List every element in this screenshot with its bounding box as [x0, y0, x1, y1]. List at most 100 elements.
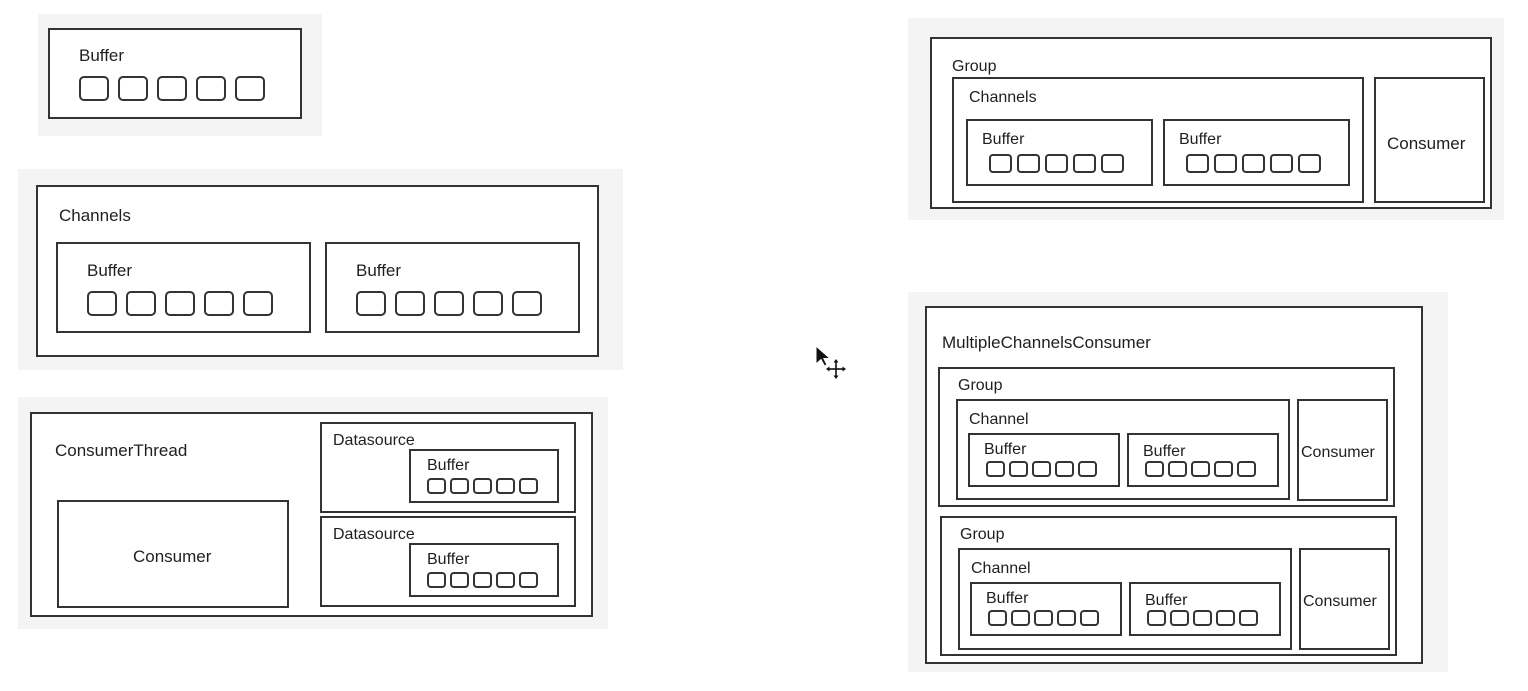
- multiple-channels-consumer-box: MultipleChannelsConsumer Group Channel B…: [925, 306, 1423, 664]
- buffer-slot: [1057, 610, 1076, 626]
- multiple-channels-consumer-label: MultipleChannelsConsumer: [942, 333, 1151, 352]
- group-label: Group: [960, 526, 1005, 543]
- channels-box: Channels Buffer Buffer: [36, 185, 599, 357]
- datasource-box: Datasource Buffer: [320, 422, 576, 513]
- group-diagram: Group Channels Buffer Buffer: [908, 18, 1504, 220]
- buffer-slot: [395, 291, 425, 316]
- buffer-label: Buffer: [1145, 592, 1188, 609]
- buffer-slot: [427, 478, 446, 494]
- buffer-slot: [988, 610, 1007, 626]
- buffer-slot: [1017, 154, 1040, 173]
- buffer-label: Buffer: [427, 551, 470, 568]
- buffer-box: Buffer: [325, 242, 580, 333]
- consumer-label: Consumer: [1303, 593, 1377, 610]
- buffer-slot: [157, 76, 187, 101]
- channel-box: Channel Buffer Buffer: [958, 548, 1292, 650]
- channels-label: Channels: [969, 89, 1037, 106]
- consumer-box: Consumer: [1297, 399, 1388, 501]
- buffer-slot: [1032, 461, 1051, 477]
- buffer-slot: [1214, 461, 1233, 477]
- buffer-slots: [1186, 154, 1321, 173]
- group-label: Group: [952, 58, 997, 75]
- buffer-label: Buffer: [986, 590, 1029, 607]
- buffer-slot: [126, 291, 156, 316]
- buffer-slot: [196, 76, 226, 101]
- buffer-slot: [450, 572, 469, 588]
- buffer-slot: [1145, 461, 1164, 477]
- buffer-slot: [1186, 154, 1209, 173]
- buffer-box: Buffer: [409, 449, 559, 503]
- buffer-slot: [496, 478, 515, 494]
- buffer-slot: [1011, 610, 1030, 626]
- buffer-slot: [1242, 154, 1265, 173]
- buffer-slot: [989, 154, 1012, 173]
- buffer-slot: [1055, 461, 1074, 477]
- buffer-label: Buffer: [982, 131, 1025, 148]
- buffer-slot: [1034, 610, 1053, 626]
- buffer-label: Buffer: [87, 261, 133, 280]
- buffer-slots: [427, 478, 538, 494]
- consumer-box: Consumer: [1374, 77, 1485, 203]
- datasource-label: Datasource: [333, 432, 415, 449]
- buffer-slot: [1216, 610, 1235, 626]
- buffer-slot: [1191, 461, 1210, 477]
- buffer-box: Buffer: [48, 28, 302, 119]
- buffer-slots: [427, 572, 538, 588]
- buffer-slot: [1045, 154, 1068, 173]
- buffer-label: Buffer: [1143, 443, 1186, 460]
- multiple-channels-consumer-diagram: MultipleChannelsConsumer Group Channel B…: [908, 292, 1448, 672]
- buffer-slot: [1214, 154, 1237, 173]
- buffer-slot: [235, 76, 265, 101]
- buffer-slot: [1168, 461, 1187, 477]
- buffer-slot: [427, 572, 446, 588]
- datasource-label: Datasource: [333, 526, 415, 543]
- buffer-label: Buffer: [1179, 131, 1222, 148]
- buffer-slots: [1145, 461, 1256, 477]
- buffer-slot: [356, 291, 386, 316]
- buffer-label: Buffer: [984, 441, 1027, 458]
- group-box: Group Channel Buffer Buffer: [938, 367, 1395, 507]
- buffer-slot: [473, 572, 492, 588]
- buffer-slot: [1239, 610, 1258, 626]
- buffer-box: Buffer: [409, 543, 559, 597]
- buffer-slot: [1078, 461, 1097, 477]
- buffer-slot: [87, 291, 117, 316]
- buffer-slots: [356, 291, 542, 316]
- buffer-box: Buffer: [1129, 582, 1281, 636]
- buffer-slot: [79, 76, 109, 101]
- datasource-box: Datasource Buffer: [320, 516, 576, 607]
- channel-box: Channel Buffer Buffer: [956, 399, 1290, 500]
- buffer-slot: [1080, 610, 1099, 626]
- consumer-label: Consumer: [1301, 444, 1375, 461]
- buffer-slot: [1298, 154, 1321, 173]
- buffer-slot: [473, 291, 503, 316]
- buffer-slot: [1170, 610, 1189, 626]
- buffer-slot: [118, 76, 148, 101]
- buffer-slot: [1147, 610, 1166, 626]
- buffer-slot: [165, 291, 195, 316]
- buffer-slot: [496, 572, 515, 588]
- buffer-slot: [519, 572, 538, 588]
- consumer-box: Consumer: [57, 500, 289, 608]
- buffer-box: Buffer: [968, 433, 1120, 487]
- consumer-label: Consumer: [1387, 134, 1466, 153]
- buffer-box: Buffer: [966, 119, 1153, 186]
- buffer-label: Buffer: [79, 46, 125, 65]
- buffer-box: Buffer: [1127, 433, 1279, 487]
- buffer-slot: [473, 478, 492, 494]
- buffer-slot: [243, 291, 273, 316]
- buffer-slot: [204, 291, 234, 316]
- buffer-diagram: Buffer: [38, 14, 322, 136]
- channels-label: Channels: [59, 206, 131, 225]
- group-label: Group: [958, 377, 1003, 394]
- buffer-slots: [989, 154, 1124, 173]
- consumer-thread-box: ConsumerThread Consumer Datasource Buffe…: [30, 412, 593, 617]
- buffer-slot: [1237, 461, 1256, 477]
- consumer-box: Consumer: [1299, 548, 1390, 650]
- buffer-slots: [79, 76, 265, 101]
- buffer-slots: [1147, 610, 1258, 626]
- move-cursor-icon: [815, 344, 846, 379]
- buffer-slot: [1193, 610, 1212, 626]
- buffer-box: Buffer: [970, 582, 1122, 636]
- consumer-label: Consumer: [133, 547, 212, 566]
